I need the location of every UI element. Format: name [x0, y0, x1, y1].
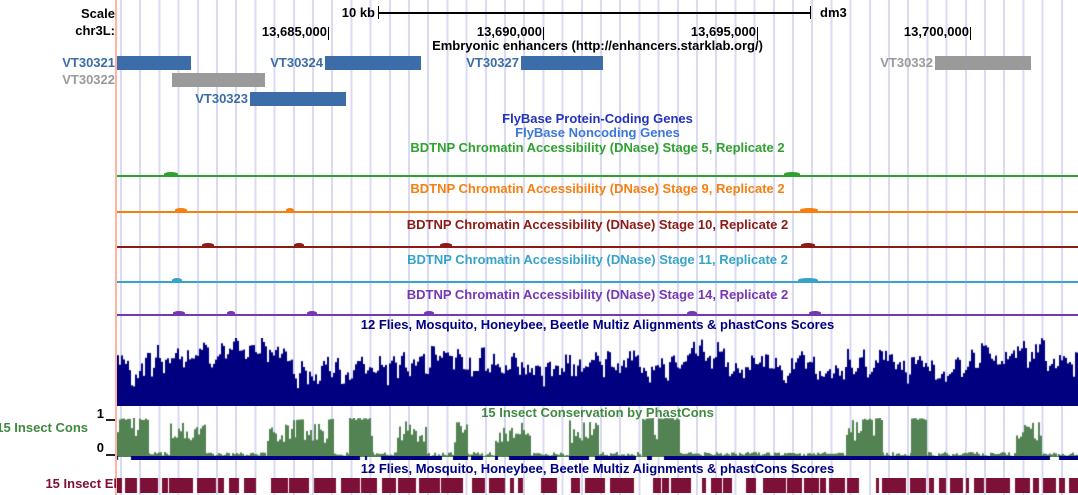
phastcons-histogram-track[interactable] [117, 418, 1078, 457]
cons-axis-max-label: 1 [96, 406, 104, 421]
stage14-signal-peak [307, 311, 317, 315]
multiz-dense-strip[interactable] [117, 456, 1078, 460]
track-title-bdtnp-stage10[interactable]: BDTNP Chromatin Accessibility (DNase) St… [406, 217, 789, 232]
ruler-coordinate-label[interactable]: 13,690,000 [476, 24, 542, 39]
ruler-tick [970, 27, 971, 40]
stage14-signal-peak [227, 311, 235, 315]
stage5-signal-baseline [117, 175, 1078, 177]
stage14-signal-peak [424, 311, 434, 315]
position-highlight-line [115, 0, 117, 495]
track-title-multiz-top[interactable]: 12 Flies, Mosquito, Honeybee, Beetle Mul… [360, 317, 835, 332]
enhancer-label[interactable]: VT30332 [880, 55, 933, 70]
stage10-signal-peak [440, 243, 452, 247]
enhancer-bar[interactable] [325, 56, 421, 70]
stage10-signal-peak [202, 243, 214, 247]
enhancer-bar[interactable] [172, 73, 265, 87]
multiz-density-track[interactable] [117, 338, 1078, 406]
enhancer-bar[interactable] [521, 56, 603, 70]
stage10-signal-baseline [117, 246, 1078, 248]
track-title-phastcons[interactable]: 15 Insect Conservation by PhastCons [481, 405, 714, 420]
scale-label: Scale [81, 6, 115, 21]
stage5-signal-peak [784, 172, 800, 176]
stage9-signal-baseline [117, 211, 1078, 213]
stage14-signal-peak [687, 311, 697, 315]
track-title-bdtnp-stage5[interactable]: BDTNP Chromatin Accessibility (DNase) St… [410, 140, 785, 155]
stage11-signal-baseline [117, 281, 1078, 283]
track-title-bdtnp-stage14[interactable]: BDTNP Chromatin Accessibility (DNase) St… [406, 287, 789, 302]
track-title-flybase-coding[interactable]: FlyBase Protein-Coding Genes [502, 111, 693, 126]
track-title-bdtnp-stage9[interactable]: BDTNP Chromatin Accessibility (DNase) St… [410, 181, 785, 196]
stage11-signal-peak [172, 278, 182, 282]
enhancer-bar[interactable] [250, 92, 346, 106]
stage5-signal-peak [164, 172, 178, 176]
assembly-label: dm3 [820, 5, 847, 20]
track-title-multiz-bottom[interactable]: 12 Flies, Mosquito, Honeybee, Beetle Mul… [360, 461, 835, 476]
stage9-signal-peak [175, 208, 187, 212]
elements-track-left-label: 15 Insect El [45, 476, 117, 491]
ruler-coordinate-label[interactable]: 13,685,000 [261, 24, 327, 39]
cons-axis-min-tick [106, 454, 115, 456]
scale-bar-length-label: 10 kb [341, 5, 375, 20]
enhancer-label[interactable]: VT30322 [62, 72, 115, 87]
track-title-flybase-noncoding[interactable]: FlyBase Noncoding Genes [515, 125, 680, 140]
ruler-tick [757, 27, 758, 40]
enhancer-bar[interactable] [117, 56, 191, 70]
ruler-coordinate-label[interactable]: 13,695,000 [690, 24, 756, 39]
enhancer-label[interactable]: VT30327 [466, 55, 519, 70]
enhancer-label[interactable]: VT30323 [195, 91, 248, 106]
ruler-tick [328, 27, 329, 40]
stage14-signal-peak [809, 311, 821, 315]
cons-axis-min-label: 0 [96, 440, 104, 455]
stage14-signal-baseline [117, 314, 1078, 316]
ruler-coordinate-label[interactable]: 13,700,000 [903, 24, 969, 39]
enhancer-label[interactable]: VT30324 [270, 55, 323, 70]
enhancer-bar[interactable] [935, 56, 1031, 70]
enhancer-track-title[interactable]: Embryonic enhancers (http://enhancers.st… [432, 38, 763, 53]
stage10-signal-peak [294, 243, 304, 247]
stage9-signal-peak [286, 208, 294, 212]
scale-bar [378, 12, 810, 14]
cons-axis-max-tick [106, 419, 115, 421]
scale-bar-right-tick [810, 6, 811, 19]
stage10-signal-peak [801, 243, 815, 247]
chromosome-label: chr3L: [75, 23, 115, 38]
stage9-signal-peak [800, 208, 818, 212]
enhancer-label[interactable]: VT30321 [62, 55, 115, 70]
track-title-bdtnp-stage11[interactable]: BDTNP Chromatin Accessibility (DNase) St… [407, 252, 788, 267]
phastcons-track-left-label: 15 Insect Cons [0, 420, 88, 435]
phastcons-elements-track[interactable] [117, 478, 1078, 493]
ruler-tick [543, 27, 544, 40]
scale-bar-left-tick [378, 6, 379, 19]
stage14-signal-peak [173, 311, 185, 315]
stage11-signal-peak [798, 278, 818, 282]
